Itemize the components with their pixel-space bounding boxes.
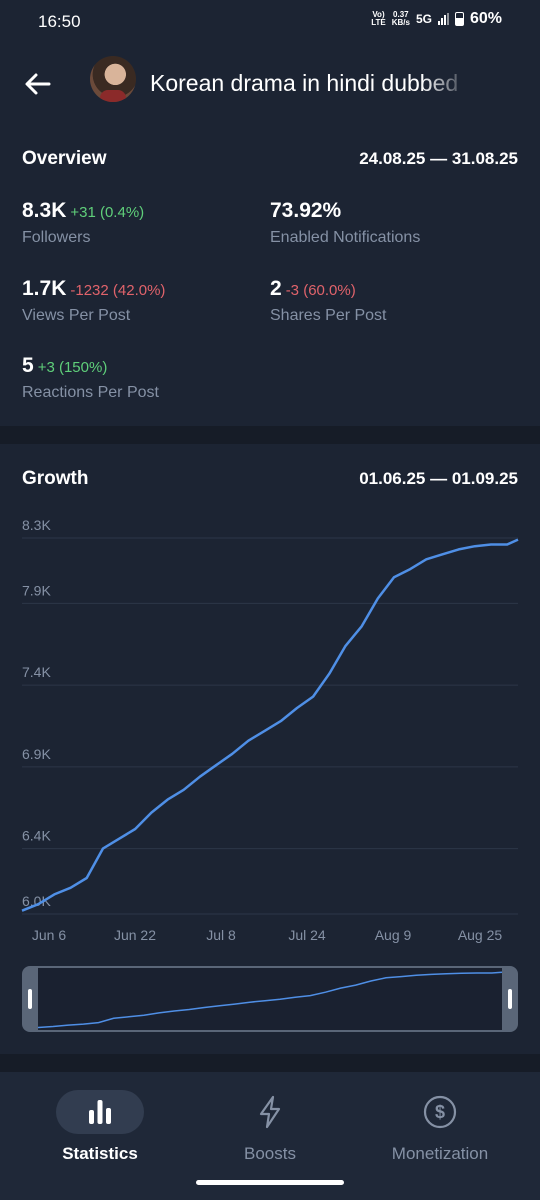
stat-reactions-per-post: 5 +3 (150%) Reactions Per Post <box>22 354 159 402</box>
range-selector[interactable] <box>22 966 518 1032</box>
range-handle-left[interactable] <box>22 966 38 1032</box>
x-tick-label: Jul 24 <box>288 927 326 943</box>
status-bar: 16:50 Vo) LTE 0.37 KB/s 5G 60% <box>0 0 540 44</box>
growth-chart-svg: 8.3K 7.9K 7.4K 6.9K 6.4K 6.0K Jun 6 Jun 22 Jul 8… <box>21 517 519 943</box>
x-tick-label: Jul 8 <box>206 927 236 943</box>
home-indicator[interactable] <box>196 1180 344 1185</box>
network-type: 5G <box>415 12 432 26</box>
channel-title[interactable]: Korean drama in hindi dubbed <box>150 70 459 96</box>
stat-label: Views Per Post <box>22 307 131 324</box>
stat-value: 2 <box>270 277 282 300</box>
dollar-icon: $ <box>423 1095 457 1129</box>
stat-label: Reactions Per Post <box>22 384 159 401</box>
stat-value: 8.3K <box>22 199 67 222</box>
signal-icon <box>437 13 449 25</box>
x-tick-label: Jun 22 <box>114 927 156 943</box>
y-tick-label: 6.0K <box>22 893 51 909</box>
x-tick-label: Aug 25 <box>458 927 503 943</box>
stat-value: 5 <box>22 354 34 377</box>
y-tick-label: 6.4K <box>22 828 51 844</box>
section-divider <box>0 1054 540 1072</box>
y-tick-label: 8.3K <box>22 517 51 533</box>
section-divider <box>0 426 540 444</box>
arrow-left-icon <box>25 73 51 95</box>
growth-range[interactable]: 01.06.25 — 01.09.25 <box>359 469 518 488</box>
overview-range[interactable]: 24.08.25 — 31.08.25 <box>359 149 518 168</box>
range-handle-right[interactable] <box>502 966 518 1032</box>
volte-indicator: Vo) LTE <box>371 10 386 27</box>
tab-statistics-pill <box>56 1090 144 1134</box>
growth-title: Growth <box>22 468 89 489</box>
stat-enabled-notifications: 73.92% Enabled Notifications <box>270 199 420 247</box>
growth-chart[interactable]: 8.3K 7.9K 7.4K 6.9K 6.4K 6.0K Jun 6 Jun 22 Jul 8… <box>0 504 540 964</box>
range-frame-bottom <box>38 1030 502 1032</box>
bottom-nav: Statistics Boosts $ Monetization <box>0 1072 540 1200</box>
channel-avatar[interactable] <box>90 56 136 102</box>
grip-icon <box>508 989 512 1009</box>
range-selector-preview <box>37 971 503 1029</box>
tab-label: Statistics <box>62 1144 138 1163</box>
stat-label: Shares Per Post <box>270 307 387 324</box>
stat-label: Enabled Notifications <box>270 229 421 246</box>
tab-boosts[interactable]: Boosts <box>185 1090 355 1164</box>
stat-views-per-post: 1.7K -1232 (42.0%) Views Per Post <box>22 277 165 325</box>
svg-text:$: $ <box>435 1102 445 1122</box>
y-tick-label: 7.4K <box>22 664 51 680</box>
x-tick-label: Jun 6 <box>32 927 66 943</box>
range-frame-top <box>38 966 502 968</box>
series-line <box>21 538 519 912</box>
overview-section: Overview 24.08.25 — 31.08.25 8.3K +31 (0.… <box>0 124 540 426</box>
stat-value: 1.7K <box>22 277 67 300</box>
battery-percent: 60% <box>469 10 502 27</box>
y-tick-label: 6.9K <box>22 746 51 762</box>
tab-boosts-pill <box>226 1090 314 1134</box>
app-header: Korean drama in hindi dubbed <box>0 44 540 124</box>
tab-label: Boosts <box>244 1144 296 1163</box>
stat-delta: -1232 (42.0%) <box>70 282 166 299</box>
grip-icon <box>28 989 32 1009</box>
stat-shares-per-post: 2 -3 (60.0%) Shares Per Post <box>270 277 387 325</box>
stat-delta: +3 (150%) <box>37 359 108 376</box>
tab-monetization[interactable]: $ Monetization <box>355 1090 525 1164</box>
overview-title: Overview <box>22 148 107 169</box>
tab-label: Monetization <box>391 1144 489 1163</box>
x-tick-label: Aug 9 <box>375 927 412 943</box>
stat-followers: 8.3K +31 (0.4%) Followers <box>22 199 144 247</box>
tab-statistics[interactable]: Statistics <box>15 1090 185 1164</box>
status-time: 16:50 <box>38 12 81 31</box>
tab-monetization-pill: $ <box>396 1090 484 1134</box>
bar-chart-icon <box>89 1100 111 1124</box>
status-icons: Vo) LTE 0.37 KB/s 5G 60% <box>371 10 502 28</box>
stat-label: Followers <box>22 229 91 246</box>
stat-value: 73.92% <box>270 199 342 222</box>
y-tick-label: 7.9K <box>22 582 51 598</box>
battery-icon <box>454 12 464 26</box>
lightning-icon <box>259 1095 281 1129</box>
stat-delta: +31 (0.4%) <box>70 204 145 221</box>
preview-line <box>37 971 503 1029</box>
back-button[interactable] <box>24 70 52 98</box>
stat-delta: -3 (60.0%) <box>285 282 356 299</box>
growth-section: Growth 01.06.25 — 01.09.25 8.3K 7.9K 7.4K 6… <box>0 444 540 1054</box>
network-speed: 0.37 KB/s <box>391 10 410 27</box>
